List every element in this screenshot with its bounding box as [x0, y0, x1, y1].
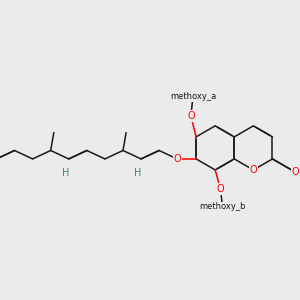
Text: O: O — [292, 167, 299, 177]
Text: methoxy_b: methoxy_b — [199, 202, 246, 211]
Text: H: H — [62, 168, 69, 178]
Text: H: H — [134, 168, 142, 178]
Text: methoxy_a: methoxy_a — [170, 92, 216, 101]
Text: O: O — [250, 165, 257, 175]
Text: O: O — [217, 184, 224, 194]
Text: O: O — [187, 111, 195, 121]
Text: O: O — [173, 154, 181, 164]
